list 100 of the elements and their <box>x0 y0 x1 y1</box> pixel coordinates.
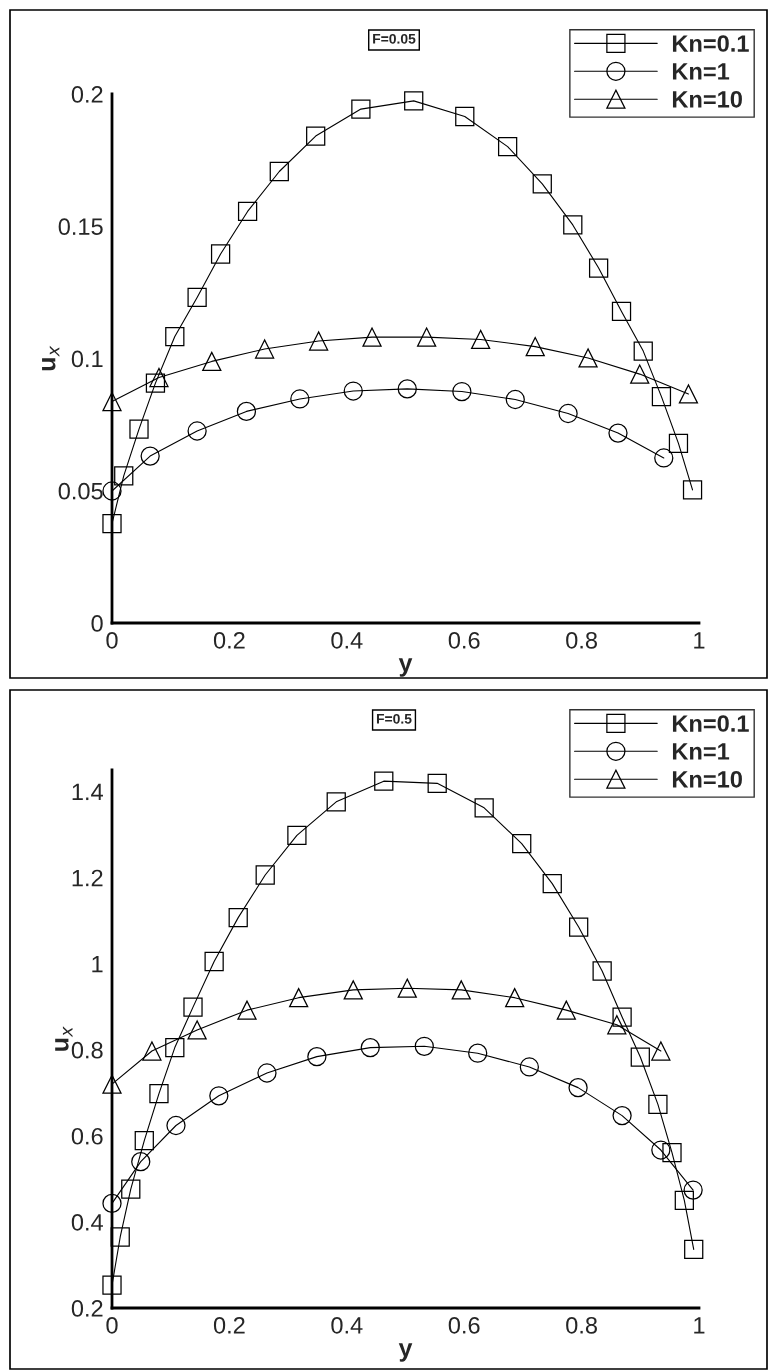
point <box>142 1041 162 1061</box>
point <box>362 327 382 347</box>
x-tick-label: 0.2 <box>213 631 245 649</box>
point <box>452 381 472 402</box>
point <box>451 980 471 1000</box>
x-axis-title: y <box>398 1343 413 1362</box>
point <box>308 331 329 351</box>
point <box>134 1130 154 1151</box>
point <box>121 1179 141 1199</box>
point <box>187 1020 207 1040</box>
point <box>532 174 552 194</box>
point <box>470 329 491 350</box>
point <box>102 1275 122 1295</box>
point <box>307 1046 327 1067</box>
y-tick-label: 0.4 <box>71 1213 103 1231</box>
point <box>343 980 363 1000</box>
legend-label: Kn=10 <box>672 770 742 788</box>
point <box>237 201 258 222</box>
point <box>187 421 207 441</box>
point <box>404 91 424 111</box>
x-tick-label: 1 <box>694 632 705 649</box>
point <box>140 446 160 466</box>
chart-title: F=0.5 <box>376 713 412 724</box>
point <box>662 1142 682 1163</box>
point <box>578 348 598 368</box>
point <box>651 386 672 407</box>
point <box>102 1193 122 1214</box>
point <box>563 215 583 235</box>
y-tick-label: 0.2 <box>71 1300 103 1317</box>
point <box>131 1152 151 1172</box>
point <box>306 126 326 146</box>
x-tick-label: 0.4 <box>331 631 363 649</box>
y-tick-label: 1 <box>92 955 103 973</box>
y-tick-label: 0.05 <box>58 482 103 500</box>
y-tick-label: 1.4 <box>72 783 103 801</box>
x-tick-label: 0 <box>106 1316 118 1334</box>
x-tick-label: 0 <box>106 631 118 649</box>
point <box>497 136 518 157</box>
point <box>257 1063 277 1083</box>
point <box>592 961 612 981</box>
point <box>630 364 650 384</box>
point <box>326 792 346 812</box>
point <box>129 419 149 439</box>
point <box>102 391 122 412</box>
point <box>202 351 222 372</box>
point <box>608 423 628 443</box>
point <box>114 466 134 486</box>
point <box>187 287 207 308</box>
point <box>607 1015 627 1035</box>
point <box>512 833 532 854</box>
y-tick-label: 0.1 <box>71 350 103 368</box>
point <box>290 389 310 409</box>
point <box>612 1007 632 1027</box>
point <box>568 1077 588 1098</box>
point <box>611 301 632 322</box>
point <box>651 1140 671 1160</box>
point <box>474 798 494 818</box>
x-tick-label: 0.6 <box>448 631 480 649</box>
point <box>351 99 371 119</box>
x-tick-label: 0.2 <box>213 1316 245 1334</box>
point <box>397 379 417 399</box>
point <box>542 873 562 894</box>
point <box>455 106 475 127</box>
point <box>209 1086 229 1106</box>
y-tick-label: 0.8 <box>71 1041 103 1059</box>
point <box>110 1227 130 1247</box>
point <box>468 1043 488 1063</box>
point <box>236 401 257 422</box>
x-tick-label: 1 <box>694 1317 705 1334</box>
y-tick-label: 0.15 <box>58 218 103 236</box>
y-axis-title: u$_{x}$ <box>55 1026 73 1051</box>
point <box>255 865 275 885</box>
point <box>651 1041 671 1061</box>
point <box>558 403 578 424</box>
x-axis-title: y <box>398 658 413 677</box>
point <box>416 327 437 347</box>
x-tick-label: 0.8 <box>566 1316 597 1334</box>
point <box>397 978 417 998</box>
point <box>343 381 363 401</box>
point <box>588 258 609 278</box>
point <box>289 988 309 1008</box>
point <box>654 448 674 468</box>
point <box>525 336 545 357</box>
legend-label: Kn=0.1 <box>672 35 749 52</box>
point <box>145 373 166 393</box>
point <box>149 1083 169 1104</box>
y-tick-label: 0.6 <box>71 1127 103 1145</box>
legend-label: Kn=1 <box>672 63 730 80</box>
point <box>648 1094 668 1115</box>
point <box>360 1037 380 1058</box>
point <box>254 339 275 359</box>
point <box>237 1000 257 1020</box>
point <box>505 988 525 1008</box>
point <box>612 1105 632 1126</box>
x-tick-label: 0.6 <box>448 1316 480 1334</box>
point <box>569 917 589 937</box>
point <box>374 771 394 791</box>
point <box>102 513 122 534</box>
point <box>414 1036 434 1056</box>
point <box>165 1037 185 1058</box>
